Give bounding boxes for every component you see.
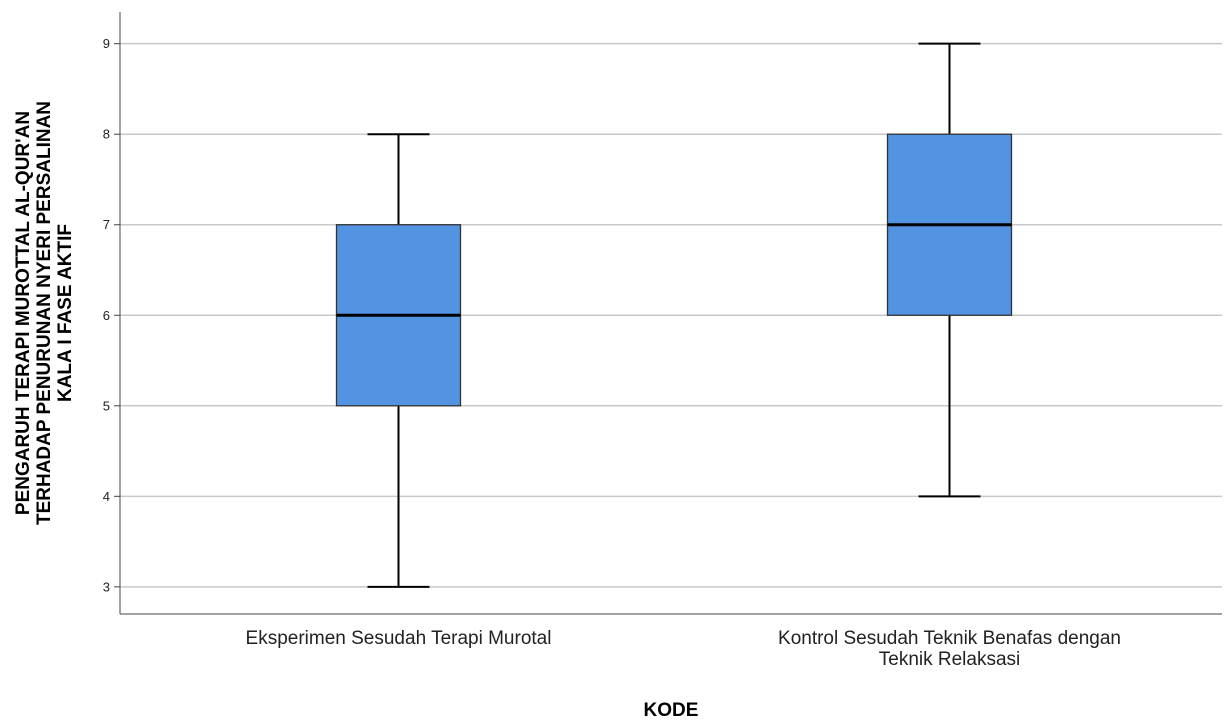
y-tick-label-3: 3 [103,579,110,594]
y-axis-title-line: KALA I FASE AKTIF [55,224,76,402]
axes [114,12,1222,615]
axis-labels: 3 4 5 6 7 8 9 Eksperimen Sesudah Terapi Murotal… [13,36,1121,720]
x-category-label-1: Eksperimen Sesudah Terapi Murotal [246,628,552,649]
x-category-label-line: Eksperimen Sesudah Terapi Murotal [246,628,552,649]
box-2 [886,42,1013,498]
x-category-label-line: Kontrol Sesudah Teknik Benafas dengan [778,628,1121,649]
x-category-label-2: Kontrol Sesudah Teknik Benafas dengan Tek… [778,628,1121,670]
y-axis-title-line: PENGARUH TERAPI MUROTTAL AL-QUR'AN [13,111,34,515]
x-category-label-line: Teknik Relaksasi [879,649,1021,670]
box-plot-series [335,42,1013,588]
y-axis-title: PENGARUH TERAPI MUROTTAL AL-QUR'ANTERHAD… [13,101,76,525]
y-tick-label-8: 8 [103,127,110,142]
box-1 [335,133,462,588]
y-axis-title-line: TERHADAP PENURUNAN NYERI PERSALINAN [34,101,55,525]
x-axis-title: KODE [644,700,699,720]
y-tick-label-9: 9 [103,36,110,51]
y-tick-label-5: 5 [103,398,110,413]
y-tick-label-6: 6 [103,308,110,323]
grid-lines [120,42,1222,588]
y-tick-label-4: 4 [103,489,110,504]
y-tick-label-7: 7 [103,217,110,232]
